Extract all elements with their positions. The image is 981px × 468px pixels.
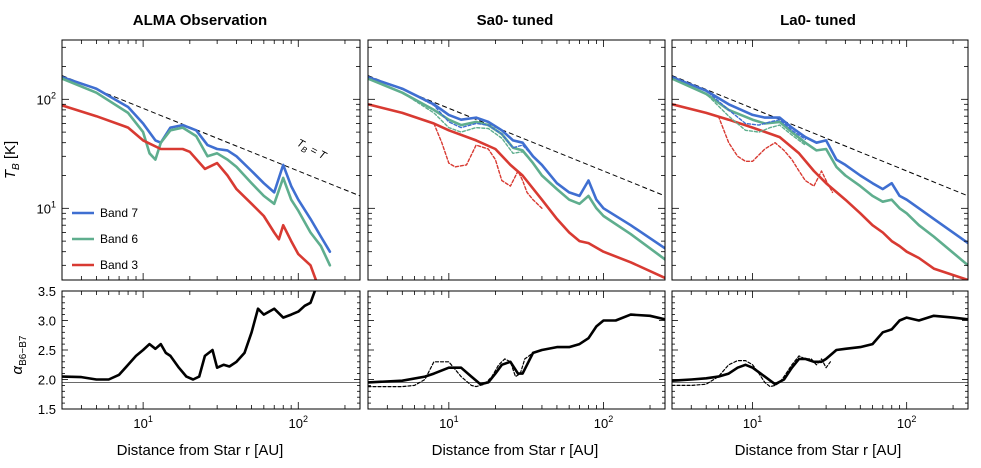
y-axis-label-top-sub: B [11, 163, 22, 170]
series-line-2-4 [672, 77, 806, 146]
y-axis-label-bottom-symbol: α [9, 365, 26, 374]
bot-ytick-label-0-2: 2.5 [38, 343, 56, 358]
top-ytick-label-0-1: 102 [37, 90, 56, 107]
top-frame-0 [61, 39, 361, 281]
y-axis-label-bottom: αB6−B7 [9, 335, 29, 374]
series-line-0-2 [62, 104, 318, 280]
alpha-line-2-1 [672, 355, 831, 388]
reference-line-1 [368, 75, 665, 197]
x-axis-label-3: Distance from Star r [AU] [735, 442, 902, 459]
series-line-1-0 [368, 75, 665, 250]
reference-line-2 [672, 75, 968, 197]
y-axis-label-bottom-sub: B6−B7 [18, 335, 29, 366]
panel-title-la0: La0- tuned [780, 12, 856, 29]
alpha-line-1-1 [368, 352, 534, 388]
bot-ytick-label-0-0: 1.5 [38, 402, 56, 417]
alpha-line-1-0 [368, 313, 665, 386]
series-line-1-5 [433, 122, 543, 209]
bot-ytick-label-0-1: 2.0 [38, 373, 56, 388]
series-line-2-3 [672, 76, 806, 140]
alpha-line-2-0 [672, 314, 968, 386]
panel-title-alma: ALMA Observation [133, 12, 267, 29]
bot-frame-2 [671, 290, 969, 410]
bot-xtick-label-1-0: 101 [439, 414, 458, 431]
panel-title-sa0: Sa0- tuned [477, 12, 554, 29]
series-line-0-1 [62, 77, 332, 267]
bot-xtick-label-2-0: 101 [743, 414, 762, 431]
series-line-1-1 [368, 77, 665, 261]
y-axis-label-top-unit: [K] [2, 141, 19, 164]
series-line-2-0 [672, 75, 968, 245]
top-ytick-label-0-0: 101 [37, 199, 56, 216]
bot-xtick-label-1-1: 102 [594, 414, 613, 431]
alpha-line-0-0 [62, 291, 317, 381]
series-line-2-1 [672, 77, 968, 267]
x-axis-label-2: Distance from Star r [AU] [432, 442, 599, 459]
bot-xtick-label-2-1: 102 [897, 414, 916, 431]
x-axis-label-1: Distance from Star r [AU] [117, 442, 284, 459]
series-line-1-3 [368, 76, 534, 157]
series-line-2-5 [717, 115, 834, 194]
series-line-1-4 [368, 77, 534, 164]
top-panel-plot-0 [62, 75, 360, 280]
annotation-tb-t: TB = T [294, 137, 329, 165]
legend-entry-2: Band 3 [100, 258, 138, 272]
bot-ytick-label-0-4: 3.5 [38, 284, 56, 299]
panels: 101 102 Band 7 Band 6 Band 3 TB = T 101 102 1.5 2… [37, 39, 969, 431]
bottom-panel-plot-0 [62, 291, 360, 383]
top-frame-2 [671, 39, 969, 281]
top-frame-1 [367, 39, 666, 281]
series-line-0-0 [62, 75, 332, 253]
bot-frame-1 [367, 290, 666, 410]
reference-line-0 [62, 75, 360, 197]
bottom-panel-plot-1 [368, 313, 665, 388]
series-line-2-2 [672, 103, 968, 280]
y-axis-label-top-symbol: T [2, 168, 19, 179]
bottom-panel-plot-2 [672, 314, 968, 388]
series-line-1-2 [368, 103, 665, 280]
y-axis-label-top: TB [K] [2, 141, 22, 179]
legend-entry-1: Band 6 [100, 232, 138, 246]
legend-entry-0: Band 7 [100, 206, 138, 220]
bot-xtick-label-0-1: 102 [289, 414, 308, 431]
bot-xtick-label-0-0: 101 [133, 414, 152, 431]
bot-ytick-label-0-3: 3.0 [38, 314, 56, 329]
top-panel-plot-1 [368, 75, 665, 280]
top-panel-plot-2 [672, 75, 968, 280]
